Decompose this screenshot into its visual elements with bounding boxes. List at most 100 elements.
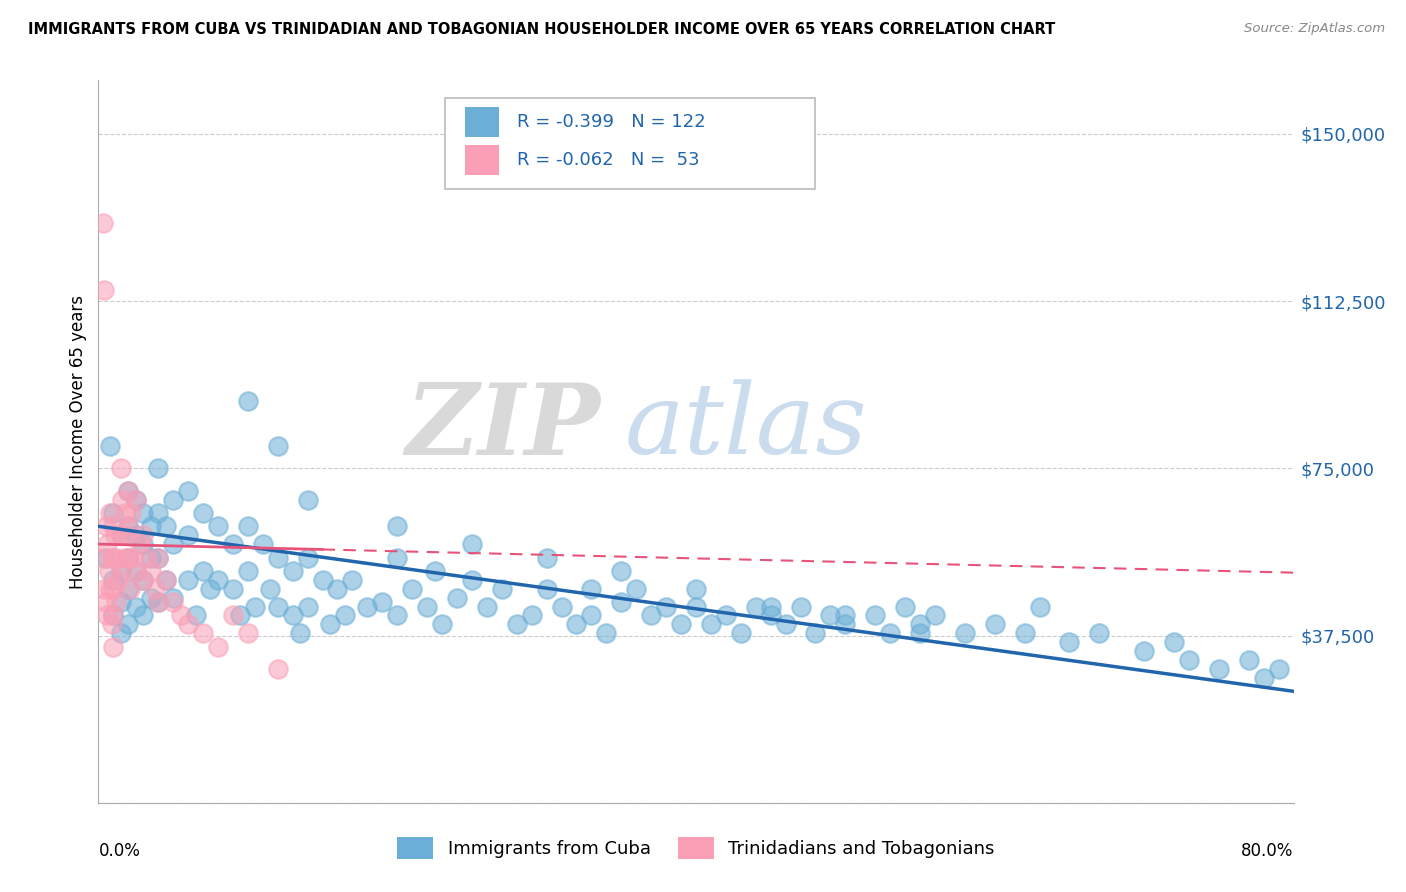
Point [96, 608, 118, 623]
Point [110, 461, 132, 475]
Point [385, 519, 409, 533]
Point [326, 582, 349, 596]
Point [117, 550, 139, 565]
Point [117, 519, 139, 533]
Point [110, 528, 132, 542]
Text: 0.0%: 0.0% [98, 842, 141, 860]
Point [222, 582, 245, 596]
Point [117, 550, 139, 565]
Point [1267, 662, 1289, 676]
Point [1253, 671, 1275, 685]
Text: 80.0%: 80.0% [1241, 842, 1294, 860]
Point [371, 595, 394, 609]
Point [155, 519, 177, 533]
Point [177, 573, 200, 587]
Point [129, 537, 152, 551]
Point [297, 492, 319, 507]
Point [143, 582, 166, 596]
FancyBboxPatch shape [446, 98, 815, 189]
Point [110, 626, 132, 640]
Point [252, 537, 274, 551]
Point [111, 492, 134, 507]
Point [879, 626, 901, 640]
Point [385, 608, 409, 623]
Point [191, 564, 214, 578]
Point [207, 640, 229, 654]
Point [222, 537, 245, 551]
Point [148, 506, 170, 520]
FancyBboxPatch shape [465, 106, 499, 136]
Text: IMMIGRANTS FROM CUBA VS TRINIDADIAN AND TOBAGONIAN HOUSEHOLDER INCOME OVER 65 YE: IMMIGRANTS FROM CUBA VS TRINIDADIAN AND … [28, 22, 1056, 37]
Point [132, 528, 155, 542]
Point [101, 550, 124, 565]
Point [759, 599, 782, 614]
Point [581, 582, 603, 596]
Point [730, 626, 752, 640]
Point [311, 573, 333, 587]
Point [155, 573, 177, 587]
Point [1028, 599, 1050, 614]
Point [103, 608, 125, 623]
Point [281, 608, 304, 623]
Point [132, 608, 155, 623]
Point [110, 595, 132, 609]
Point [236, 394, 259, 409]
Point [103, 550, 125, 565]
Point [908, 626, 931, 640]
Point [550, 599, 572, 614]
Point [259, 582, 281, 596]
Point [115, 528, 138, 542]
Point [107, 573, 129, 587]
Point [132, 537, 155, 551]
Point [148, 595, 170, 609]
Point [91, 216, 114, 230]
Point [789, 599, 811, 614]
Point [669, 617, 692, 632]
Point [103, 640, 125, 654]
FancyBboxPatch shape [465, 145, 499, 175]
Point [281, 564, 304, 578]
Point [1088, 626, 1111, 640]
Point [155, 573, 177, 587]
Point [139, 519, 162, 533]
Point [125, 492, 148, 507]
Point [103, 582, 125, 596]
Point [1163, 635, 1185, 649]
Point [94, 595, 117, 609]
Point [103, 573, 125, 587]
Point [91, 550, 114, 565]
Point [125, 564, 148, 578]
Point [117, 483, 139, 498]
Point [162, 537, 184, 551]
Text: R = -0.399   N = 122: R = -0.399 N = 122 [517, 112, 706, 131]
Point [93, 283, 115, 297]
Point [96, 537, 118, 551]
Point [191, 506, 214, 520]
Point [132, 573, 155, 587]
Point [267, 662, 290, 676]
Point [506, 617, 529, 632]
Point [132, 506, 155, 520]
Point [820, 608, 842, 623]
Point [117, 617, 139, 632]
Point [110, 528, 132, 542]
Point [110, 564, 132, 578]
Point [267, 550, 290, 565]
Point [536, 550, 558, 565]
Point [984, 617, 1007, 632]
Point [491, 582, 513, 596]
Point [148, 550, 170, 565]
Point [135, 550, 157, 565]
Point [103, 608, 125, 623]
Point [125, 492, 148, 507]
Y-axis label: Householder Income Over 65 years: Householder Income Over 65 years [69, 294, 87, 589]
Point [834, 608, 856, 623]
Point [207, 573, 229, 587]
Point [98, 582, 122, 596]
Point [236, 519, 259, 533]
Point [177, 483, 200, 498]
Point [685, 582, 707, 596]
Point [117, 483, 139, 498]
Point [700, 617, 723, 632]
Point [356, 599, 378, 614]
